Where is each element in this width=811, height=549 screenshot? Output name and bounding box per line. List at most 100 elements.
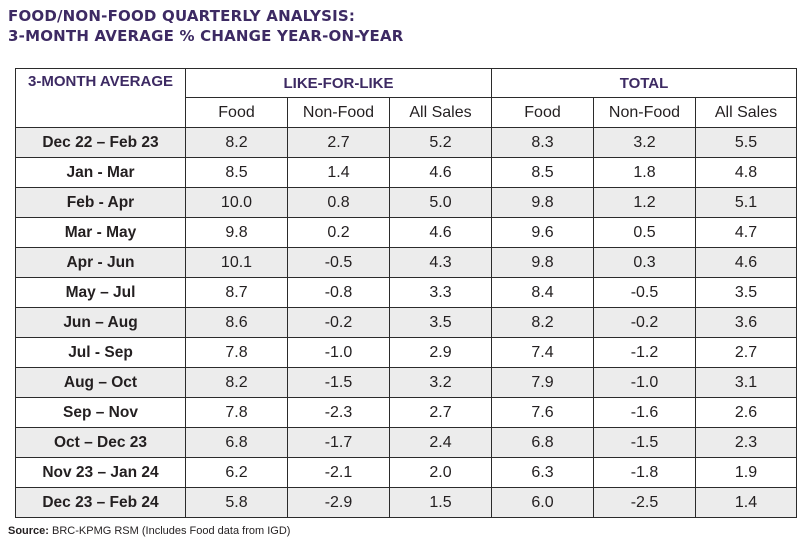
column-header: Non-Food (593, 97, 696, 128)
period-cell: Oct – Dec 23 (15, 427, 186, 458)
period-cell: Nov 23 – Jan 24 (15, 457, 186, 488)
table-row: Dec 22 – Feb 23 8.2 2.7 5.2 8.3 3.2 5.5 (15, 127, 798, 158)
value-cell: 4.3 (389, 247, 492, 278)
value-cell: -1.7 (287, 427, 390, 458)
title-line-2: 3-MONTH AVERAGE % CHANGE YEAR-ON-YEAR (8, 27, 404, 45)
period-cell: Aug – Oct (15, 367, 186, 398)
value-cell: 4.6 (694, 247, 798, 278)
value-cell: -1.6 (593, 397, 696, 428)
value-cell: 2.7 (694, 337, 798, 368)
group-header-like-for-like: LIKE-FOR-LIKE (185, 68, 492, 98)
value-cell: -0.2 (287, 307, 390, 338)
value-cell: 4.6 (389, 217, 492, 248)
value-cell: 7.6 (491, 397, 594, 428)
table-row: Apr - Jun 10.1 -0.5 4.3 9.8 0.3 4.6 (15, 247, 798, 278)
value-cell: 10.0 (185, 187, 288, 218)
period-cell: Mar - May (15, 217, 186, 248)
source-text: BRC-KPMG RSM (Includes Food data from IG… (48, 525, 291, 537)
value-cell: 8.5 (491, 157, 594, 188)
table-row: Nov 23 – Jan 24 6.2 -2.1 2.0 6.3 -1.8 1.9 (15, 457, 798, 488)
value-cell: 8.2 (491, 307, 594, 338)
value-cell: 6.8 (185, 427, 288, 458)
value-cell: 8.3 (491, 127, 594, 158)
table-row: Aug – Oct 8.2 -1.5 3.2 7.9 -1.0 3.1 (15, 367, 798, 398)
period-cell: Apr - Jun (15, 247, 186, 278)
value-cell: 1.5 (389, 487, 492, 518)
column-header: Food (491, 97, 594, 128)
value-cell: 9.8 (185, 217, 288, 248)
period-cell: Sep – Nov (15, 397, 186, 428)
value-cell: -0.5 (287, 247, 390, 278)
value-cell: 2.6 (694, 397, 798, 428)
value-cell: 0.8 (287, 187, 390, 218)
table-row: Feb - Apr 10.0 0.8 5.0 9.8 1.2 5.1 (15, 187, 798, 218)
value-cell: 4.6 (389, 157, 492, 188)
quarterly-analysis-table: 3-MONTH AVERAGE LIKE-FOR-LIKE TOTAL Food… (15, 68, 798, 518)
period-cell: Dec 22 – Feb 23 (15, 127, 186, 158)
value-cell: 0.2 (287, 217, 390, 248)
value-cell: -2.5 (593, 487, 696, 518)
period-cell: Jan - Mar (15, 157, 186, 188)
value-cell: -2.3 (287, 397, 390, 428)
value-cell: -1.0 (593, 367, 696, 398)
value-cell: 6.3 (491, 457, 594, 488)
period-cell: Jul - Sep (15, 337, 186, 368)
value-cell: -1.8 (593, 457, 696, 488)
value-cell: 5.1 (694, 187, 798, 218)
value-cell: 2.7 (287, 127, 390, 158)
value-cell: -1.5 (593, 427, 696, 458)
table-row: Mar - May 9.8 0.2 4.6 9.6 0.5 4.7 (15, 217, 798, 248)
value-cell: -2.1 (287, 457, 390, 488)
value-cell: 9.8 (491, 187, 594, 218)
value-cell: 8.7 (185, 277, 288, 308)
value-cell: 2.9 (389, 337, 492, 368)
value-cell: 9.8 (491, 247, 594, 278)
value-cell: 2.3 (694, 427, 798, 458)
group-header-total: TOTAL (490, 68, 798, 98)
value-cell: 5.8 (185, 487, 288, 518)
column-header: Food (185, 97, 288, 128)
value-cell: 8.2 (185, 127, 288, 158)
value-cell: 6.2 (185, 457, 288, 488)
column-header: All Sales (694, 97, 798, 128)
value-cell: 10.1 (185, 247, 288, 278)
period-cell: Feb - Apr (15, 187, 186, 218)
value-cell: -0.8 (287, 277, 390, 308)
table-row: May – Jul 8.7 -0.8 3.3 8.4 -0.5 3.5 (15, 277, 798, 308)
value-cell: 5.5 (694, 127, 798, 158)
table-row: Jan - Mar 8.5 1.4 4.6 8.5 1.8 4.8 (15, 157, 798, 188)
value-cell: 3.2 (593, 127, 696, 158)
table-row: Jun – Aug 8.6 -0.2 3.5 8.2 -0.2 3.6 (15, 307, 798, 338)
source-note: Source: BRC-KPMG RSM (Includes Food data… (8, 525, 290, 537)
corner-header: 3-MONTH AVERAGE (15, 68, 186, 128)
value-cell: 2.4 (389, 427, 492, 458)
value-cell: 4.7 (694, 217, 798, 248)
table-body: Dec 22 – Feb 23 8.2 2.7 5.2 8.3 3.2 5.5 Jan - M… (15, 127, 798, 518)
value-cell: 7.9 (491, 367, 594, 398)
value-cell: 3.3 (389, 277, 492, 308)
value-cell: 3.5 (694, 277, 798, 308)
column-header: Non-Food (287, 97, 390, 128)
value-cell: 9.6 (491, 217, 594, 248)
value-cell: 7.8 (185, 397, 288, 428)
table-row: Oct – Dec 23 6.8 -1.7 2.4 6.8 -1.5 2.3 (15, 427, 798, 458)
value-cell: 6.0 (491, 487, 594, 518)
value-cell: 4.8 (694, 157, 798, 188)
value-cell: 5.2 (389, 127, 492, 158)
value-cell: 3.1 (694, 367, 798, 398)
value-cell: 3.5 (389, 307, 492, 338)
value-cell: 7.4 (491, 337, 594, 368)
value-cell: -2.9 (287, 487, 390, 518)
report-title: FOOD/NON-FOOD QUARTERLY ANALYSIS: 3-MONT… (8, 6, 404, 46)
period-cell: Jun – Aug (15, 307, 186, 338)
value-cell: 8.2 (185, 367, 288, 398)
value-cell: -0.5 (593, 277, 696, 308)
value-cell: 0.3 (593, 247, 696, 278)
value-cell: 1.8 (593, 157, 696, 188)
period-cell: Dec 23 – Feb 24 (15, 487, 186, 518)
value-cell: -1.5 (287, 367, 390, 398)
table-row: Jul - Sep 7.8 -1.0 2.9 7.4 -1.2 2.7 (15, 337, 798, 368)
source-label: Source: (8, 525, 49, 537)
table-row: Sep – Nov 7.8 -2.3 2.7 7.6 -1.6 2.6 (15, 397, 798, 428)
column-header: All Sales (389, 97, 492, 128)
